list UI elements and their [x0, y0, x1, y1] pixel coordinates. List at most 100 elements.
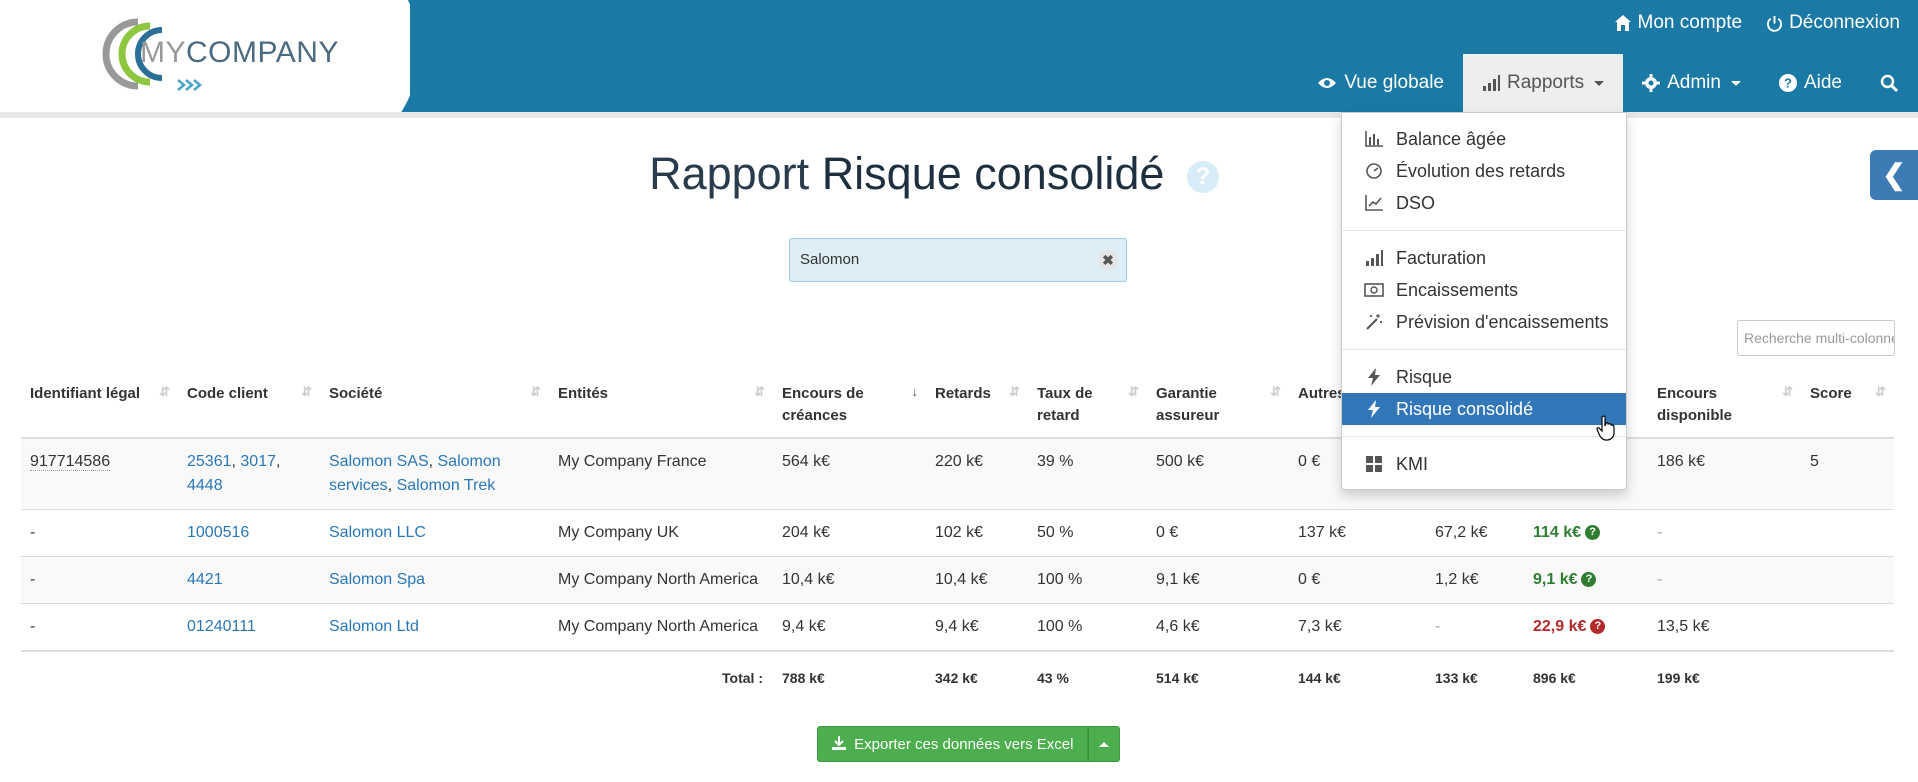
- col-header[interactable]: Taux de retard ⇵: [1028, 365, 1147, 439]
- main-nav: Vue globale Rapports Admin ? Aide: [1298, 54, 1918, 112]
- score: 5: [1801, 437, 1894, 510]
- company-link[interactable]: Salomon SAS: [329, 453, 429, 470]
- col11-value: 114 k€?: [1524, 509, 1648, 557]
- menu-item-billing[interactable]: Facturation: [1342, 242, 1626, 274]
- client-code-link[interactable]: 01240111: [187, 618, 256, 635]
- sort-icon[interactable]: ⇵: [1270, 384, 1281, 399]
- menu-item-label: Risque: [1396, 366, 1453, 387]
- total-col11: 896 k€: [1524, 650, 1648, 701]
- logout-link[interactable]: Déconnexion: [1766, 12, 1900, 34]
- multi-column-search-input[interactable]: Recherche multi-colonnes: [1737, 320, 1895, 356]
- other-guarantees: 7,3 k€: [1289, 603, 1426, 651]
- menu-item-collections[interactable]: Encaissements: [1342, 274, 1626, 306]
- client-codes: 4421: [178, 556, 320, 604]
- total-guarantee: 514 k€: [1147, 650, 1289, 701]
- col11-value: 9,1 k€?: [1524, 556, 1648, 604]
- overdue-rate: 39 %: [1028, 437, 1147, 510]
- col-header[interactable]: Encours disponible ⇵: [1648, 365, 1801, 439]
- client-code-link[interactable]: 1000516: [187, 524, 250, 541]
- help-icon[interactable]: ?: [1186, 161, 1219, 194]
- menu-item-collection-forecast[interactable]: Prévision d'encaissements: [1342, 306, 1626, 338]
- sort-icon[interactable]: ⇵: [1128, 384, 1139, 399]
- available-outstanding: -: [1648, 556, 1801, 604]
- export-options-toggle[interactable]: [1088, 726, 1121, 762]
- total-available: 199 k€: [1648, 650, 1801, 701]
- col-header[interactable]: Retards ⇵: [926, 365, 1028, 439]
- sort-icon[interactable]: ⇵: [530, 384, 541, 399]
- company-link[interactable]: Salomon Trek: [396, 477, 496, 494]
- col-header[interactable]: Score ⇵: [1801, 365, 1894, 439]
- col-header[interactable]: Garantie assureur ⇵: [1147, 365, 1289, 439]
- sort-icon[interactable]: ⇵: [159, 384, 170, 399]
- bolt-icon: [1364, 399, 1384, 419]
- menu-item-delay-evolution[interactable]: Évolution des retards: [1342, 155, 1626, 187]
- sort-icon[interactable]: ⇵: [754, 384, 765, 399]
- export-button-group: Exporter ces données vers Excel: [817, 726, 1121, 762]
- search-button[interactable]: [1861, 54, 1918, 112]
- client-code-link[interactable]: 3017: [240, 453, 276, 470]
- account-link[interactable]: Mon compte: [1614, 12, 1742, 34]
- nav-overview[interactable]: Vue globale: [1298, 54, 1463, 112]
- insurer-guarantee: 4,6 k€: [1147, 603, 1289, 651]
- logo-area: [0, 0, 410, 112]
- col-header[interactable]: Code client ⇵: [178, 365, 320, 439]
- home-icon: [1614, 15, 1631, 31]
- col10-value: -: [1426, 603, 1524, 651]
- sort-icon[interactable]: ⇵: [301, 384, 312, 399]
- client-code-link[interactable]: 25361: [187, 453, 232, 470]
- side-panel-toggle[interactable]: ❮: [1870, 150, 1918, 200]
- top-header: MYCOMPANY Mon compte Déconnexion Vue glo…: [0, 0, 1918, 112]
- sort-desc-icon[interactable]: ↓: [911, 384, 919, 399]
- menu-item-risk[interactable]: Risque: [1342, 361, 1626, 393]
- nav-reports[interactable]: Rapports: [1463, 54, 1624, 112]
- download-icon: [832, 736, 846, 750]
- caret-down-icon: [1730, 80, 1741, 86]
- eye-icon: [1318, 78, 1337, 88]
- sort-icon[interactable]: ⇵: [1875, 384, 1886, 399]
- company-link[interactable]: Salomon Ltd: [329, 618, 419, 635]
- overdue: 102 k€: [926, 509, 1028, 557]
- chevron-left-icon: ❮: [1882, 159, 1906, 190]
- client-codes: 25361, 3017, 4448: [178, 437, 320, 510]
- bar-chart-icon: [1364, 129, 1384, 149]
- header-divider: [0, 112, 1918, 118]
- line-chart-icon: [1364, 193, 1384, 213]
- company-logo[interactable]: [80, 14, 340, 94]
- client-filter-tag[interactable]: Salomon ✖: [789, 238, 1127, 282]
- menu-item-label: Facturation: [1396, 247, 1487, 268]
- company-link[interactable]: Salomon services: [329, 453, 501, 494]
- nav-help[interactable]: ? Aide: [1760, 54, 1861, 112]
- client-codes: 01240111: [178, 603, 320, 651]
- menu-item-label: Évolution des retards: [1396, 160, 1566, 181]
- menu-item-consolidated-risk[interactable]: Risque consolidé: [1342, 393, 1626, 425]
- col-header[interactable]: Identifiant légal ⇵: [21, 365, 178, 439]
- menu-item-kmi[interactable]: KMI: [1342, 448, 1626, 480]
- legal-id: -: [21, 603, 178, 651]
- col-header[interactable]: Société ⇵: [320, 365, 549, 439]
- menu-divider: [1342, 230, 1626, 231]
- menu-item-aged-balance[interactable]: Balance âgée: [1342, 123, 1626, 155]
- export-excel-button[interactable]: Exporter ces données vers Excel: [817, 726, 1089, 762]
- filter-value: Salomon: [800, 251, 860, 268]
- menu-item-label: DSO: [1396, 192, 1436, 213]
- reports-dropdown-menu: Balance âgée Évolution des retards DSO F…: [1341, 112, 1627, 490]
- col-header[interactable]: Entités ⇵: [549, 365, 773, 439]
- company-link[interactable]: Salomon LLC: [329, 524, 426, 541]
- company-link[interactable]: Salomon Spa: [329, 571, 426, 588]
- question-icon[interactable]: ?: [1590, 619, 1606, 635]
- col-header[interactable]: Encours de créances ↓: [773, 365, 926, 439]
- col10-value: 67,2 k€: [1426, 509, 1524, 557]
- nav-admin[interactable]: Admin: [1623, 54, 1760, 112]
- sort-icon[interactable]: ⇵: [1782, 384, 1793, 399]
- search-icon: [1880, 74, 1899, 92]
- other-guarantees: 0 €: [1289, 556, 1426, 604]
- question-icon[interactable]: ?: [1581, 572, 1597, 588]
- close-icon[interactable]: ✖: [1098, 250, 1118, 270]
- sort-icon[interactable]: ⇵: [1009, 384, 1020, 399]
- nav-overview-label: Vue globale: [1344, 72, 1444, 93]
- overdue: 9,4 k€: [926, 603, 1028, 651]
- menu-item-dso[interactable]: DSO: [1342, 187, 1626, 219]
- client-code-link[interactable]: 4448: [187, 477, 223, 494]
- question-icon[interactable]: ?: [1585, 525, 1601, 541]
- client-code-link[interactable]: 4421: [187, 571, 223, 588]
